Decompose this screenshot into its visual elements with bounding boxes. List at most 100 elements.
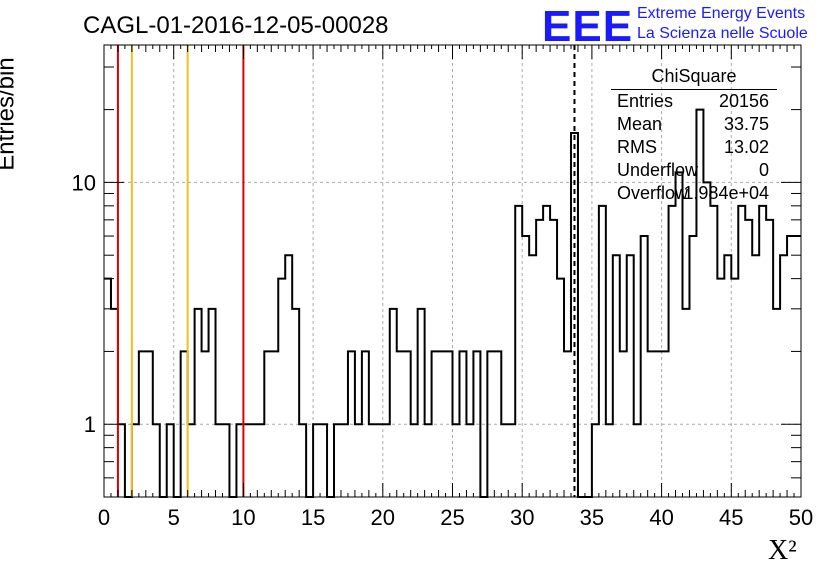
histogram-bin	[236, 424, 243, 497]
histogram-bin	[355, 424, 362, 497]
stats-value: 33.75	[723, 114, 769, 134]
histogram-bin	[766, 220, 773, 497]
histogram-bin	[508, 424, 515, 497]
stats-value: 0	[758, 160, 769, 180]
histogram-bin	[780, 255, 787, 497]
logo-line-2: La Scienza nelle Scuole	[637, 25, 808, 42]
stats-divider	[611, 89, 777, 90]
y-tick-label: 1	[84, 412, 96, 437]
histogram-bin	[752, 255, 759, 497]
x-tick-label: 5	[168, 505, 180, 530]
x-axis-label: X²	[768, 535, 797, 566]
stats-box: ChiSquare Entries 20156 Mean 33.75 RMS 13.0…	[611, 66, 777, 206]
vertical-markers	[116, 45, 576, 497]
histogram-bin	[759, 206, 766, 497]
histogram-bin	[689, 236, 696, 497]
histogram-bin	[216, 424, 223, 497]
histogram-bin	[529, 255, 536, 497]
y-tick-label: 10	[72, 170, 96, 195]
histogram-bin	[641, 236, 648, 497]
histogram-bin	[557, 279, 564, 497]
histogram-bin	[536, 220, 543, 497]
histogram-bin	[320, 424, 327, 497]
stats-key: Underflow	[617, 160, 699, 180]
histogram-bin	[522, 236, 529, 497]
histogram-bin	[627, 255, 634, 497]
histogram-bin	[313, 424, 320, 497]
histogram-bin	[515, 206, 522, 497]
histogram-bin	[195, 309, 202, 497]
stats-key: RMS	[617, 137, 657, 157]
histogram-bin	[703, 182, 710, 497]
histogram-bin	[592, 424, 599, 497]
histogram-bin	[250, 424, 257, 497]
histogram-bin	[634, 424, 641, 497]
eee-logo: EEE	[542, 2, 634, 51]
histogram-bin	[613, 255, 620, 497]
x-tick-label: 15	[301, 505, 325, 530]
histogram-bin	[243, 424, 250, 497]
stats-name: ChiSquare	[651, 66, 737, 86]
histogram-bin	[285, 255, 292, 497]
stats-row-underflow: Underflow 0	[611, 159, 777, 182]
histogram-bin	[773, 309, 780, 497]
stats-row-entries: Entries 20156	[611, 90, 777, 113]
y-axis-label-wrap: Entries/bin	[0, 40, 40, 190]
histogram-bin	[599, 206, 606, 497]
y-axis-label: Entries/bin	[0, 57, 20, 171]
x-tick-label: 30	[510, 505, 534, 530]
x-tick-label: 40	[649, 505, 673, 530]
x-tick-label: 45	[719, 505, 743, 530]
histogram-bin	[104, 279, 111, 497]
stats-row-mean: Mean 33.75	[611, 113, 777, 136]
histogram-bin	[731, 279, 738, 497]
stats-value: 1.984e+04	[683, 183, 769, 203]
histogram-bin	[745, 220, 752, 497]
histogram-bin	[153, 424, 160, 497]
histogram-bin	[550, 220, 557, 497]
histogram-outline	[104, 108, 801, 498]
x-tick-label: 25	[440, 505, 464, 530]
histogram-bin	[383, 424, 390, 497]
histogram-bin	[299, 424, 306, 497]
histogram-bars	[104, 108, 801, 498]
stats-key: Mean	[617, 114, 663, 134]
histogram-bin	[466, 424, 473, 497]
histogram-bin	[717, 279, 724, 497]
histogram-bin	[111, 309, 118, 497]
x-tick-label: 0	[98, 505, 110, 530]
histogram-bin	[341, 424, 348, 497]
histogram-bin	[334, 424, 341, 497]
histogram-bin	[222, 424, 229, 497]
stats-value: 20156	[718, 91, 769, 111]
histogram-bin	[167, 424, 174, 497]
x-tick-label: 35	[580, 505, 604, 530]
histogram-bin	[411, 424, 418, 497]
histogram-bin	[669, 206, 676, 497]
x-tick-label: 10	[231, 505, 255, 530]
stats-value: 13.02	[723, 137, 769, 157]
histogram-bin	[606, 424, 613, 497]
stats-row-overflow: Overflow 1.984e+04	[611, 182, 777, 205]
histogram-bin	[188, 424, 195, 497]
histogram-bin	[453, 424, 460, 497]
x-tick-label: 20	[371, 505, 395, 530]
histogram-bin	[724, 255, 731, 497]
histogram-bin	[676, 172, 683, 497]
histogram-bin	[292, 309, 299, 497]
chart-title: CAGL-01-2016-12-05-00028	[83, 12, 389, 39]
histogram-bin	[418, 309, 425, 497]
histogram-bin	[209, 309, 216, 497]
stats-key: Overflow	[617, 183, 689, 203]
x-tick-label: 50	[789, 505, 813, 530]
histogram-bin	[278, 279, 285, 497]
histogram-bin	[390, 309, 397, 497]
histogram-bin	[710, 206, 717, 497]
logo-line-1: Extreme Energy Events	[637, 5, 806, 22]
tick-labels: 0 5 10 15 20 25 30 35 40 45 50 1 10	[72, 170, 814, 530]
histogram-bin	[376, 424, 383, 497]
histogram-bin	[425, 424, 432, 497]
histogram-bin	[794, 236, 801, 497]
histogram-bin	[738, 206, 745, 497]
